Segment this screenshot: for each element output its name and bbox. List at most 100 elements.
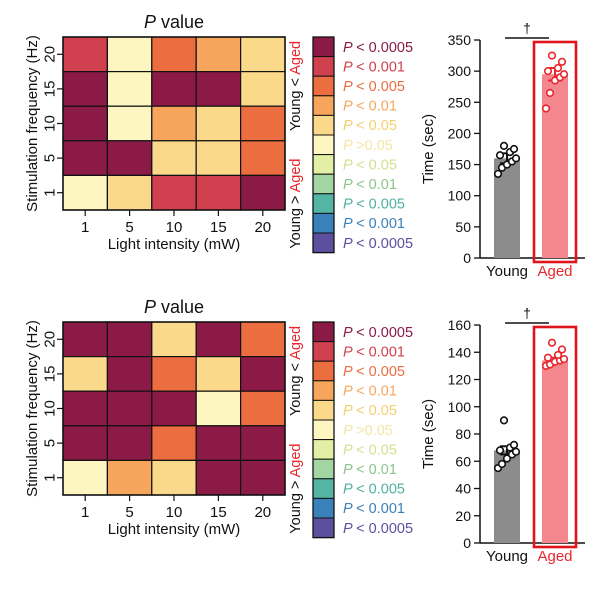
heatmap-cell [240, 174, 286, 211]
data-point [499, 141, 509, 150]
heatmap-cell [62, 174, 109, 211]
legend-side-bottom: Young > Aged [288, 158, 304, 248]
legend-label: P < 0.0005 [343, 521, 413, 537]
heatmap-title-part: P [144, 297, 156, 317]
legend-label-part: < 0.005 [356, 79, 405, 95]
legend-swatch [312, 341, 335, 362]
legend-side-top: Young < Aged [288, 326, 304, 416]
legend-swatch [312, 380, 335, 401]
legend-swatch [312, 36, 335, 58]
heatmap-cell [195, 425, 242, 461]
data-point [541, 104, 551, 113]
legend-side-top-part: Aged [288, 41, 304, 75]
x-tick-label: 20 [254, 504, 271, 521]
data-point [509, 440, 519, 450]
legend-side-bottom-part: Young > [288, 477, 304, 533]
heatmap-cell [106, 356, 153, 392]
heatmap-cell [240, 140, 286, 177]
legend-label: P < 0.05 [343, 403, 397, 419]
heatmap-cell [240, 425, 286, 461]
legend-label-part: P [343, 177, 356, 193]
legend-frame [312, 321, 335, 539]
legend-label-part: P [343, 59, 356, 75]
legend-label-part: P [343, 138, 356, 154]
legend-label-part: < 0.01 [356, 177, 397, 193]
legend-side-top-part: Young < [288, 360, 304, 416]
legend-label-part: P [343, 197, 356, 213]
data-point [497, 459, 507, 469]
heatmap-cell [106, 321, 153, 358]
y-tick-label: 300 [448, 63, 472, 79]
data-point [509, 144, 519, 154]
heatmap-cell [62, 140, 109, 177]
legend-swatch [312, 497, 335, 519]
bar-ylabel: Time (sec) [420, 399, 437, 469]
heatmap-cell [106, 140, 153, 177]
y-tick-label: 250 [448, 94, 472, 110]
heatmap-cell [240, 356, 286, 392]
y-tick-label: 10 [42, 400, 59, 417]
heatmap-cell [106, 105, 153, 142]
legend-swatch [312, 321, 335, 343]
legend-label-part: < 0.0005 [356, 325, 413, 341]
legend-side-top: Young < Aged [288, 41, 304, 131]
y-tick-label: 120 [448, 372, 472, 388]
bar-category-label: Young [486, 548, 528, 565]
aged-highlight-box [532, 325, 578, 549]
legend-label-part: < 0.01 [356, 99, 397, 115]
legend-swatch [312, 232, 335, 254]
x-tick-label: 10 [166, 219, 183, 236]
bar-category-label: Aged [537, 548, 572, 565]
y-tick-label: 150 [448, 157, 472, 173]
legend-label-part: < 0.05 [356, 157, 397, 173]
legend-label-part: < 0.005 [356, 197, 405, 213]
legend-label-part: < 0.05 [356, 118, 397, 134]
heatmap-title-part: value [156, 12, 204, 32]
legend-side-top-part: Aged [288, 326, 304, 360]
y-tick-label: 1 [42, 189, 59, 197]
y-tick-label: 200 [448, 125, 472, 141]
legend-label-part: < 0.005 [356, 482, 405, 498]
heatmap-cell [62, 425, 109, 461]
heatmap-cell [62, 321, 109, 358]
legend-label-part: P [343, 79, 356, 95]
x-tick-label: 15 [210, 504, 227, 521]
heatmap-cell [195, 390, 242, 427]
legend-label-part: < 0.05 [356, 403, 397, 419]
legend-label-part: P [343, 501, 356, 517]
heatmap-cell [106, 425, 153, 461]
heatmap-cell [106, 174, 153, 211]
y-tick-label: 20 [455, 508, 471, 524]
legend-label-part: < 0.05 [356, 442, 397, 458]
heatmap-cell [62, 105, 109, 142]
legend-label-part: < 0.0005 [356, 236, 413, 252]
legend-label: P < 0.05 [343, 442, 397, 458]
legend-swatch [312, 75, 335, 97]
heatmap-cell [151, 105, 197, 142]
legend-swatch [312, 517, 335, 539]
heatmap-cell [195, 36, 242, 73]
legend-label-part: P [343, 236, 356, 252]
x-tick-label: 5 [125, 504, 133, 521]
heatmap-cell [151, 390, 197, 427]
heatmap-cell [151, 140, 197, 177]
y-tick-label: 100 [448, 399, 472, 415]
heatmap-cell [195, 105, 242, 142]
legend-label: P >0.05 [343, 138, 393, 154]
legend-label: P < 0.001 [343, 344, 405, 360]
legend-side-bottom-part: Aged [288, 158, 304, 192]
legend-label: P < 0.01 [343, 462, 397, 478]
legend-label: P < 0.05 [343, 157, 397, 173]
heatmap-cell [195, 140, 242, 177]
legend-label-part: P [343, 364, 356, 380]
heatmap-cell [195, 459, 242, 496]
barchart-2: 0 20 40 60 80 100 120 140 160 Time (sec) Young Aged… [420, 305, 585, 565]
legend-label: P < 0.001 [343, 59, 405, 75]
data-point [511, 154, 521, 163]
legend-side-bottom-part: Aged [288, 443, 304, 477]
legend-label-part: P [343, 403, 356, 419]
heatmap-cell [195, 70, 242, 107]
heatmap-cell [151, 174, 197, 211]
legend-label-part: < 0.001 [356, 216, 405, 232]
